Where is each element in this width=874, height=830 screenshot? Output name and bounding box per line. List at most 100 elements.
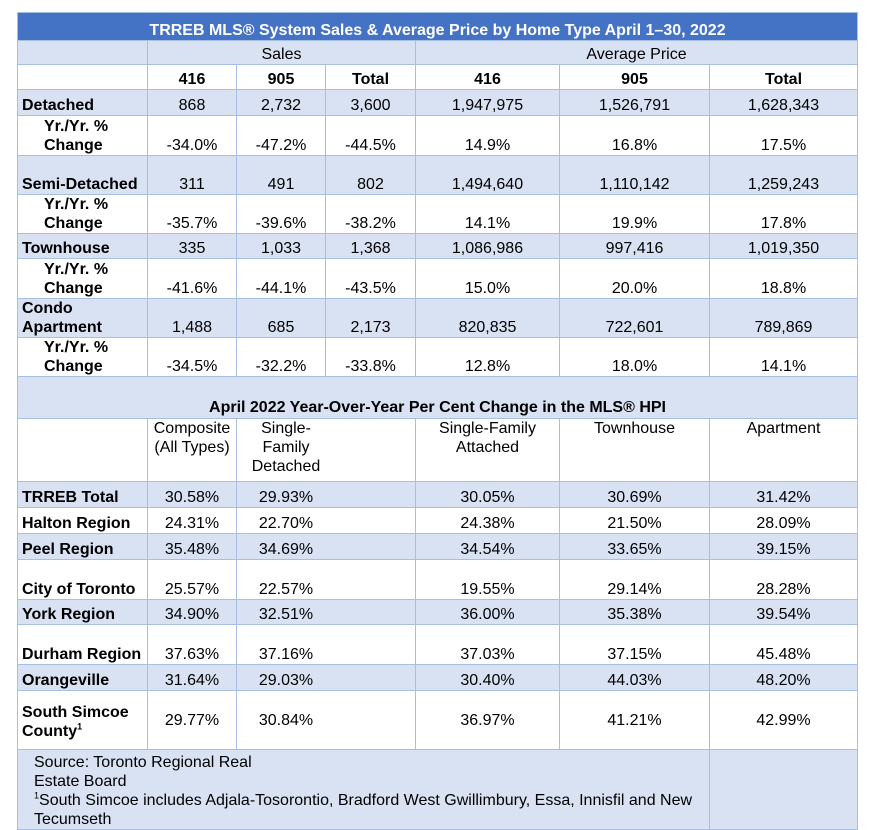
cell: 868 xyxy=(147,89,237,116)
cell: 34.69% xyxy=(236,533,416,560)
row-label: Detached xyxy=(17,89,148,116)
cell: 29.14% xyxy=(559,559,710,600)
cell: -44.1% xyxy=(236,258,326,299)
cell-value: 30.84% xyxy=(258,711,314,729)
row-label: Peel Region xyxy=(17,533,148,560)
row-label: South Simcoe County xyxy=(22,704,129,740)
col-single-family-detached: Single-Family Detached xyxy=(236,418,416,482)
cell: -35.7% xyxy=(147,194,237,234)
col-sales-total: Total xyxy=(325,64,416,90)
cell: 1,947,975 xyxy=(415,89,560,116)
col-apartment: Apartment xyxy=(708,418,859,482)
cell: 1,488 xyxy=(147,298,237,338)
cell: -34.0% xyxy=(147,115,237,156)
cell: 36.00% xyxy=(415,599,560,625)
cell: 311 xyxy=(147,155,237,195)
hpi-table-title: April 2022 Year-Over-Year Per Cent Chang… xyxy=(16,376,859,419)
hpi-row-orangeville: Orangeville 31.64% 29.03% 30.40% 44.03% … xyxy=(17,664,859,691)
hpi-row-halton: Halton Region 24.31% 22.70% 24.38% 21.50… xyxy=(17,507,859,534)
cell: 37.63% xyxy=(147,624,237,665)
cell: 21.50% xyxy=(559,507,710,534)
cell: 997,416 xyxy=(559,233,710,259)
cell: -39.6% xyxy=(236,194,326,234)
cell: 1,494,640 xyxy=(415,155,560,195)
hpi-row-durham: Durham Region 37.63% 37.16% 37.03% 37.15… xyxy=(17,624,859,665)
cell: 2,732 xyxy=(236,89,326,116)
sales-row-semi-detached: Semi-Detached 311 491 802 1,494,640 1,11… xyxy=(17,155,859,195)
cell: 15.0% xyxy=(415,258,560,299)
col-single-family-attached: Single-Family Attached xyxy=(415,418,560,482)
cell: -33.8% xyxy=(325,337,416,377)
col-single-family-attached-label: Single-Family Attached xyxy=(439,420,536,456)
cell: 37.16% xyxy=(236,624,416,665)
cell: 19.55% xyxy=(415,559,560,600)
sales-row-condo: Condo Apartment 1,488 685 2,173 820,835 … xyxy=(17,298,859,338)
sales-row-condo-change: Yr./Yr. % Change -34.5% -32.2% -33.8% 12… xyxy=(17,337,859,377)
row-label: York Region xyxy=(17,599,148,625)
row-label: Orangeville xyxy=(17,664,148,691)
col-sales-905: 905 xyxy=(236,64,326,90)
footnote-marker: 1 xyxy=(77,721,83,732)
cell: 41.21% xyxy=(559,690,710,750)
sales-row-detached: Detached 868 2,732 3,600 1,947,975 1,526… xyxy=(17,89,859,116)
sales-table-title: TRREB MLS® System Sales & Average Price … xyxy=(16,12,859,41)
cell: 722,601 xyxy=(559,298,710,338)
cell: 16.8% xyxy=(559,115,710,156)
sales-row-townhouse-change: Yr./Yr. % Change -41.6% -44.1% -43.5% 15… xyxy=(17,258,859,299)
cell: 30.05% xyxy=(415,481,560,508)
cell: 29.93% xyxy=(236,481,416,508)
cell: 30.40% xyxy=(415,664,560,691)
cell: -47.2% xyxy=(236,115,326,156)
hpi-column-header-row: Composite (All Types) Single-Family Deta… xyxy=(17,418,859,482)
footnote-cell: Source: Toronto Regional Real Estate Boa… xyxy=(17,749,710,830)
cell: -43.5% xyxy=(325,258,416,299)
cell: -34.5% xyxy=(147,337,237,377)
column-header-row: 416 905 Total 416 905 Total xyxy=(17,64,859,90)
cell: -38.2% xyxy=(325,194,416,234)
cell-value: 37.16% xyxy=(258,646,314,663)
cell: 1,368 xyxy=(325,233,416,259)
cell: -44.5% xyxy=(325,115,416,156)
cell: 17.8% xyxy=(708,194,859,234)
cell: 33.65% xyxy=(559,533,710,560)
row-label: Condo Apartment xyxy=(17,298,148,338)
cell: 39.15% xyxy=(708,533,859,560)
cell: 22.57% xyxy=(236,559,416,600)
source-note: Source: Toronto Regional Real Estate Boa… xyxy=(34,754,252,790)
cell: 29.03% xyxy=(236,664,416,691)
cell: 30.58% xyxy=(147,481,237,508)
col-price-total: Total xyxy=(708,64,859,90)
cell: 1,110,142 xyxy=(559,155,710,195)
cell-value: 22.70% xyxy=(258,515,314,532)
cell: 20.0% xyxy=(559,258,710,299)
cell: 18.0% xyxy=(559,337,710,377)
sales-row-townhouse: Townhouse 335 1,033 1,368 1,086,986 997,… xyxy=(17,233,859,259)
cell: 31.64% xyxy=(147,664,237,691)
cell: 45.48% xyxy=(708,624,859,665)
cell: 19.9% xyxy=(559,194,710,234)
cell: 37.15% xyxy=(559,624,710,665)
row-label: Yr./Yr. % Change xyxy=(17,194,148,234)
report-table: TRREB MLS® System Sales & Average Price … xyxy=(16,12,859,830)
cell: 335 xyxy=(147,233,237,259)
cell: 42.99% xyxy=(708,690,859,750)
hpi-row-peel: Peel Region 35.48% 34.69% 34.54% 33.65% … xyxy=(17,533,859,560)
cell: 3,600 xyxy=(325,89,416,116)
cell: 22.70% xyxy=(236,507,416,534)
cell: 14.1% xyxy=(415,194,560,234)
row-label: Halton Region xyxy=(17,507,148,534)
cell: 25.57% xyxy=(147,559,237,600)
cell: 34.90% xyxy=(147,599,237,625)
row-label: TRREB Total xyxy=(17,481,148,508)
cell-value: 29.93% xyxy=(258,489,314,506)
row-label: Yr./Yr. % Change xyxy=(17,258,148,299)
cell: 820,835 xyxy=(415,298,560,338)
cell: 17.5% xyxy=(708,115,859,156)
row-label: Durham Region xyxy=(17,624,148,665)
cell: 34.54% xyxy=(415,533,560,560)
cell: 1,019,350 xyxy=(708,233,859,259)
sales-row-semi-detached-change: Yr./Yr. % Change -35.7% -39.6% -38.2% 14… xyxy=(17,194,859,234)
cell: 1,628,343 xyxy=(708,89,859,116)
col-townhouse: Townhouse xyxy=(559,418,710,482)
col-single-family-detached-label: Single-Family Detached xyxy=(251,420,321,475)
